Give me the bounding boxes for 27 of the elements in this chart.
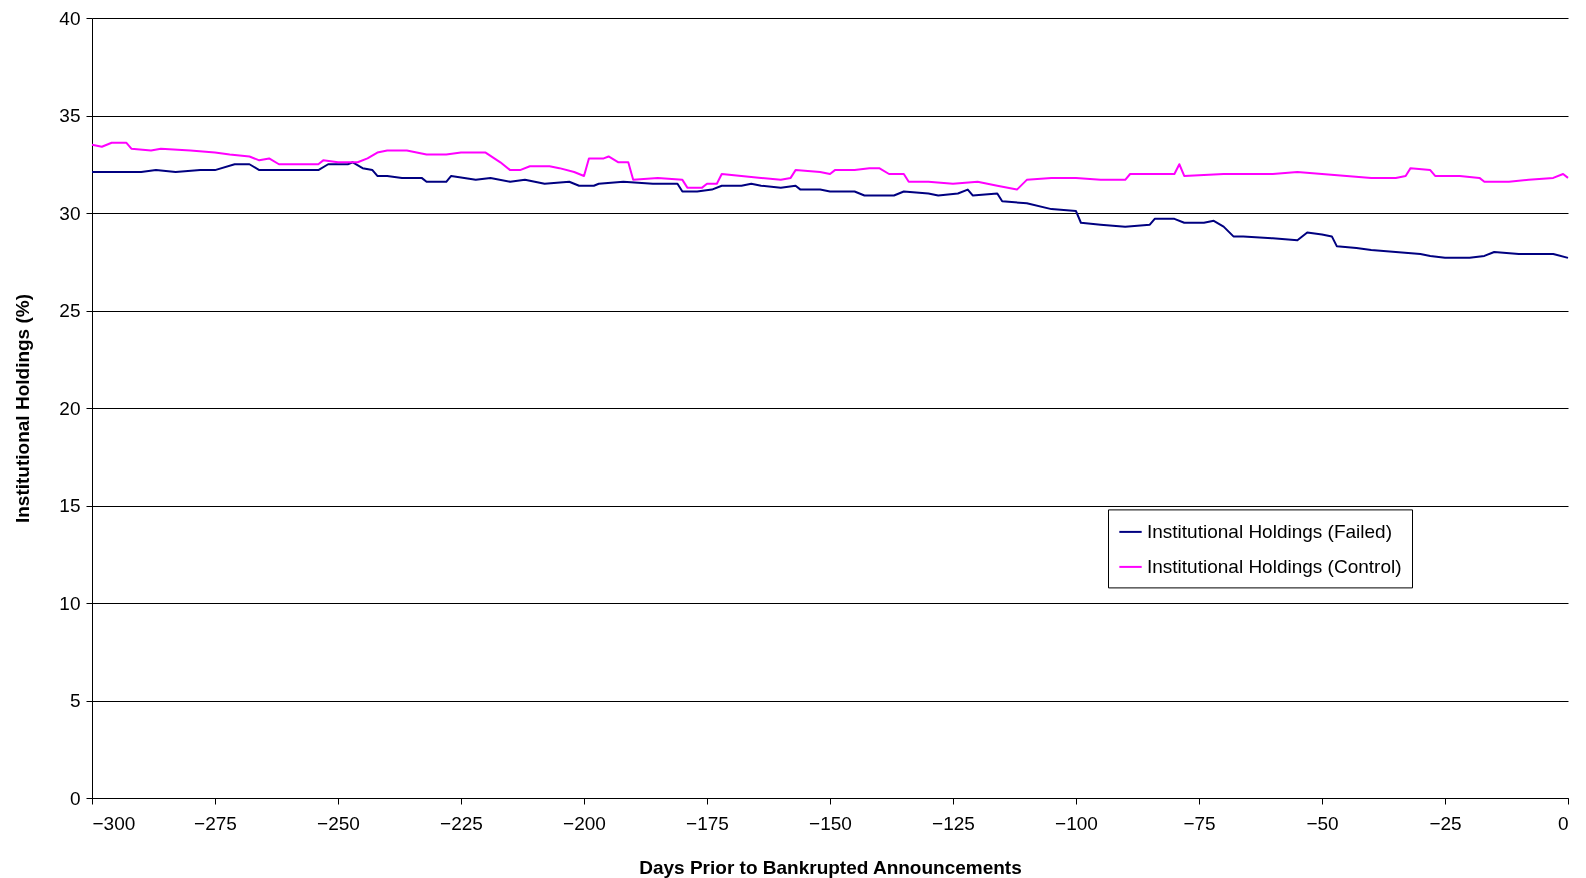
y-tick-label: 35	[59, 105, 81, 126]
x-tick-label: −225	[440, 812, 483, 834]
x-tick-label: −150	[809, 812, 852, 834]
y-tick-label: 30	[59, 202, 81, 224]
y-tick-label: 15	[59, 495, 81, 516]
x-tick-label: −125	[932, 812, 975, 834]
y-tick-label: 25	[59, 300, 81, 321]
y-tick-label: 0	[69, 787, 81, 809]
y-tick-label: 10	[59, 592, 81, 614]
x-tick-label: −100	[1055, 812, 1098, 834]
x-tick-label: −250	[317, 812, 360, 834]
x-tick-label: −300	[92, 812, 136, 834]
x-axis-title: Days Prior to Bankrupted Announcements	[639, 856, 1022, 878]
legend-label: Institutional Holdings (Control)	[1147, 555, 1402, 577]
y-axis-title: Institutional Holdings (%)	[11, 293, 33, 524]
x-tick-label: −200	[563, 812, 606, 834]
legend-label: Institutional Holdings (Failed)	[1147, 520, 1393, 542]
line-series	[91, 141, 1569, 191]
x-tick-label: −25	[1429, 812, 1462, 834]
y-tick-label: 40	[59, 7, 81, 29]
y-tick-label: 20	[59, 397, 81, 419]
y-tick-label: 5	[69, 690, 81, 711]
x-tick-label: −175	[686, 812, 729, 834]
x-tick-label: −75	[1183, 812, 1216, 834]
x-tick-label: −275	[194, 812, 237, 834]
x-tick-label: −50	[1306, 812, 1339, 834]
x-tick-label: 0	[1557, 812, 1569, 834]
